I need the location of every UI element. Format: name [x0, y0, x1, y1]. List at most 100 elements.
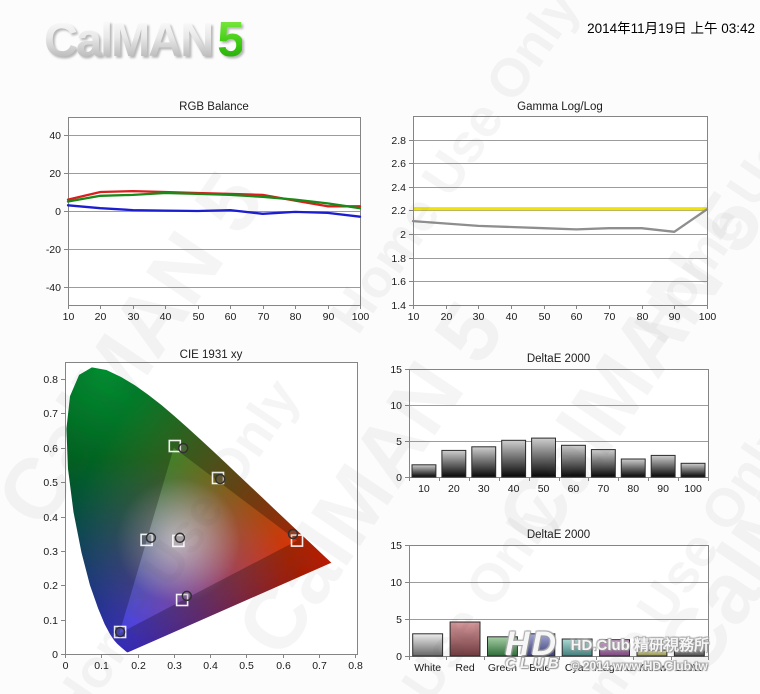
axis-tick-label: 0	[52, 649, 58, 661]
axis-tick-label: White	[414, 662, 441, 674]
axis-tick-label: 5	[396, 614, 402, 626]
axis-tick-label: 80	[637, 311, 649, 323]
axis-tick-label: 70	[258, 311, 270, 323]
axis-tick-label: 2.2	[391, 205, 406, 217]
axis-tick-label: 0.3	[43, 546, 58, 558]
axis-tick-label: 40	[49, 130, 61, 142]
axis-tick-label: 0.5	[239, 660, 254, 672]
axis-tick-label: 80	[627, 483, 639, 494]
axis-tick-label: 0.6	[43, 443, 58, 455]
axis-tick-label: -40	[46, 282, 61, 294]
series-line-green	[66, 191, 362, 210]
axis-tick-label: 90	[323, 311, 335, 323]
axis-tick-label: 50	[193, 311, 205, 323]
axis-tick-label: 50	[539, 311, 551, 323]
bar-red	[449, 621, 481, 657]
bar-10	[411, 464, 437, 478]
axis-tick-label: 10	[390, 400, 402, 412]
axis-tick-label: 70	[604, 311, 616, 323]
measured-marker-cyan	[145, 532, 157, 544]
axis-tick-label: 0.5	[43, 477, 58, 489]
axis-tick-label: Blue	[529, 662, 550, 674]
measured-marker-blue	[114, 626, 126, 638]
axis-tick-label: 20	[49, 168, 61, 180]
axis-tick-label: 1.8	[391, 253, 406, 265]
axis-tick-label: 0	[63, 660, 69, 672]
axis-tick-label: 0.2	[131, 660, 146, 672]
chart-title: DeltaE 2000	[527, 529, 590, 541]
axis-tick-label: Red	[455, 662, 474, 674]
bar-white	[412, 633, 444, 657]
axis-tick-label: 70	[598, 483, 610, 494]
bar-cyan	[561, 638, 593, 657]
axis-tick-label: 0.8	[348, 660, 363, 672]
axis-tick-label: 0.8	[43, 374, 58, 386]
axis-tick-label: 60	[571, 311, 583, 323]
axis-tick-label: 20	[95, 311, 107, 323]
bar-30	[471, 446, 497, 478]
chart-title: RGB Balance	[179, 101, 249, 113]
cie-chart: CIE 1931 xy 00 0.1 0.1 0.2 0.2 0.3 0.3 0.4 0.4 0.5…	[43, 349, 363, 672]
axis-tick-label: 0.1	[43, 615, 58, 627]
axis-tick-label: 20	[441, 311, 453, 323]
bar-80	[620, 458, 646, 478]
chart-title: CIE 1931 xy	[180, 349, 243, 361]
axis-tick-label: Cyan	[565, 662, 590, 674]
axis-tick-label: 10	[418, 483, 430, 494]
axis-tick-label: 0.7	[312, 660, 327, 672]
axis-tick-label: 30	[128, 311, 140, 323]
axis-tick-label: 10	[390, 577, 402, 589]
bar-blue	[524, 633, 556, 657]
axis-tick-label: 20	[448, 483, 460, 494]
axis-tick-label: 30	[478, 483, 490, 494]
bar-50	[531, 437, 557, 478]
bar-100	[680, 462, 706, 478]
axis-tick-label: 0.6	[276, 660, 291, 672]
deltae-color-chart: DeltaE 2000 15 10 5 0 White Red Green Blue Cyan Ma…	[390, 529, 709, 674]
axis-tick-label: 2	[400, 229, 406, 241]
axis-tick-label: 1.6	[391, 276, 406, 288]
bar-yellow	[636, 649, 668, 657]
axis-tick-label: Magenta	[594, 662, 635, 674]
measured-marker-green	[177, 442, 189, 454]
axis-tick-label: 80	[290, 311, 302, 323]
chart-title: Gamma Log/Log	[517, 101, 603, 113]
bar-20	[441, 449, 467, 478]
calman-logo-text: CalMAN	[44, 13, 214, 66]
axis-tick-label: 0	[55, 206, 61, 218]
axis-tick-label: 40	[508, 483, 520, 494]
axis-tick-label: 0.4	[203, 660, 218, 672]
axis-tick-label: 40	[506, 311, 518, 323]
gamma-chart: Gamma Log/Log 2.8 2.6 2.4 2.2 2 1.8 1.6 1.410 20 3…	[391, 101, 716, 323]
measured-marker-white	[174, 532, 186, 544]
axis-tick-label: 0.4	[43, 512, 58, 524]
axis-tick-label: 0.2	[43, 580, 58, 592]
axis-tick-label: 0.7	[43, 408, 58, 420]
axis-tick-label: Green	[488, 662, 517, 674]
calman-logo-version: 5	[217, 13, 244, 67]
measured-marker-magenta	[181, 590, 193, 602]
axis-tick-label: 15	[390, 540, 402, 552]
bar-70	[590, 449, 616, 478]
bar-40	[501, 439, 527, 478]
target-marker-blue	[113, 625, 127, 639]
bar-green	[487, 636, 518, 657]
series-line-blue	[66, 204, 362, 218]
axis-tick-label: -20	[46, 244, 61, 256]
axis-tick-label: 100W	[676, 662, 704, 674]
bar-magenta	[599, 639, 631, 657]
axis-tick-label: 2.4	[391, 182, 406, 194]
axis-tick-label: 90	[669, 311, 681, 323]
calman-logo: CalMAN 5	[44, 12, 244, 68]
axis-tick-label: 40	[160, 311, 172, 323]
axis-tick-label: Yellow	[637, 662, 667, 674]
chart-title: DeltaE 2000	[527, 353, 590, 365]
series-line-measured gamma	[411, 208, 709, 233]
axis-tick-label: 15	[390, 364, 402, 376]
axis-tick-label: 0.3	[167, 660, 182, 672]
measured-marker-yellow	[214, 473, 226, 485]
axis-tick-label: 60	[568, 483, 580, 494]
axis-tick-label: 100	[684, 483, 702, 494]
